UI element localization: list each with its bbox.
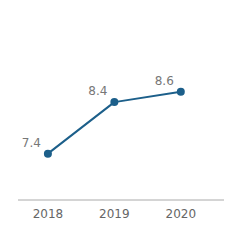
x-tick-label: 2018: [33, 207, 64, 221]
marker: [110, 98, 118, 106]
line: [48, 92, 181, 154]
data-label: 8.4: [88, 84, 107, 98]
data-label: 7.4: [22, 136, 41, 150]
marker: [177, 88, 185, 96]
marker: [44, 150, 52, 158]
chart: 2018 2019 2020 7.4 8.4 8.6: [0, 0, 238, 252]
data-label: 8.6: [155, 74, 174, 88]
x-axis-line: [18, 200, 224, 201]
plot-area: [44, 88, 185, 158]
x-tick-label: 2019: [99, 207, 130, 221]
x-tick-label: 2020: [166, 207, 197, 221]
